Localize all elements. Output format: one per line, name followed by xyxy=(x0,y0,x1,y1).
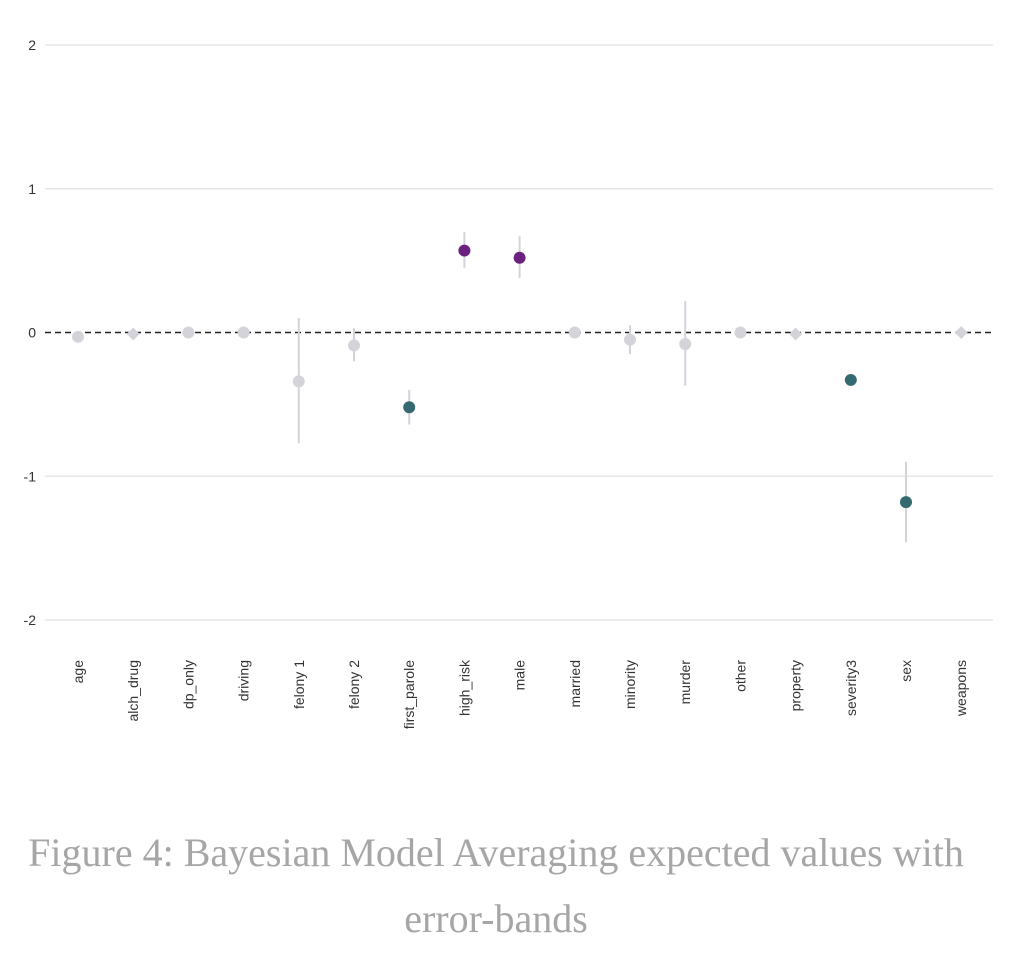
y-tick-label: 0 xyxy=(28,325,36,341)
data-point xyxy=(513,251,526,264)
error-bands xyxy=(297,231,907,543)
x-tick-label: weapons xyxy=(953,660,969,717)
data-point xyxy=(844,373,857,386)
data-point xyxy=(237,326,250,339)
x-tick-label: age xyxy=(70,660,86,684)
figure-caption: Figure 4: Bayesian Model Averaging expec… xyxy=(28,830,964,941)
data-point xyxy=(954,326,968,339)
data-point xyxy=(458,244,471,257)
x-tick-label: murder xyxy=(677,660,693,705)
x-tick-label: married xyxy=(567,660,583,707)
expected-values-chart: -2 -1 0 1 2 age alch_drug dp_only driving felony… xyxy=(24,37,993,729)
data-point xyxy=(789,327,803,341)
x-tick-label: alch_drug xyxy=(125,660,141,722)
data-point xyxy=(348,339,360,352)
data-point xyxy=(734,326,747,339)
x-tick-label: driving xyxy=(236,660,252,701)
data-point xyxy=(679,338,692,350)
data-point xyxy=(900,496,912,509)
data-points xyxy=(72,244,968,509)
x-tick-label: male xyxy=(512,660,528,691)
x-tick-label: property xyxy=(788,660,804,711)
data-point xyxy=(403,401,416,414)
y-tick-label: -2 xyxy=(24,612,37,628)
x-tick-label: first_parole xyxy=(401,660,417,729)
x-tick-label: dp_only xyxy=(180,660,196,709)
grid-lines xyxy=(45,44,993,621)
data-point xyxy=(126,327,140,341)
x-tick-label: severity3 xyxy=(843,660,859,716)
data-point xyxy=(568,326,581,339)
y-tick-label: 1 xyxy=(28,181,36,197)
x-tick-label: other xyxy=(732,660,748,692)
x-tick-label: sex xyxy=(898,660,914,682)
x-tick-label: high_risk xyxy=(456,659,472,716)
data-point xyxy=(72,330,84,343)
x-tick-label: minority xyxy=(622,660,638,709)
data-point xyxy=(182,326,195,339)
x-axis-ticks: age alch_drug dp_only driving felony 1 felony… xyxy=(70,659,969,729)
y-tick-label: 2 xyxy=(28,37,36,53)
y-tick-label: -1 xyxy=(24,468,37,484)
data-point xyxy=(624,333,636,346)
y-axis-ticks: -2 -1 0 1 2 xyxy=(24,37,37,628)
data-point xyxy=(292,375,305,388)
x-tick-label: felony 2 xyxy=(346,660,362,709)
x-tick-label: felony 1 xyxy=(291,660,307,709)
